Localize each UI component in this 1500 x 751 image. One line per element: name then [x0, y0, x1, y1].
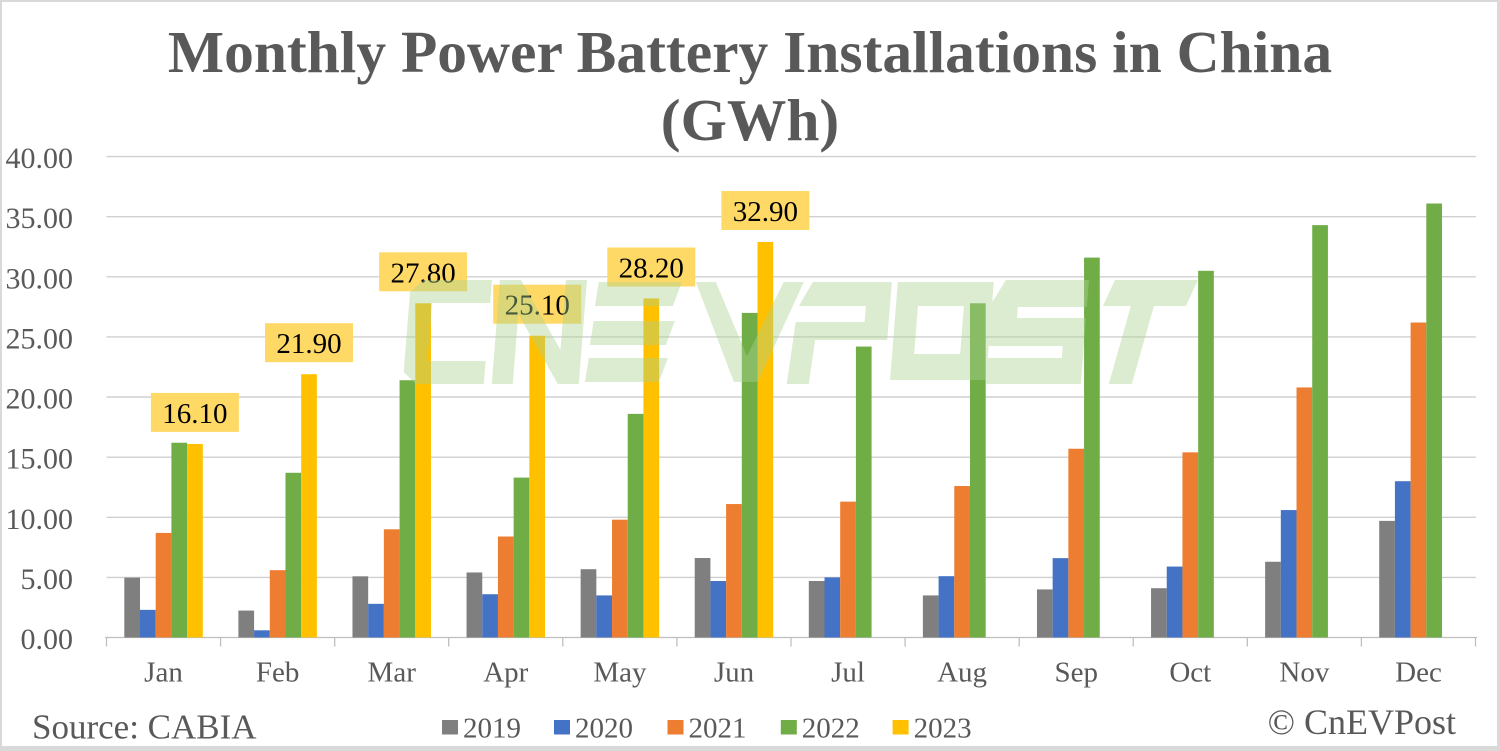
svg-text:2022: 2022	[802, 713, 860, 745]
svg-text:May: May	[593, 657, 647, 689]
svg-text:Dec: Dec	[1395, 657, 1442, 689]
svg-text:27.80: 27.80	[390, 257, 455, 289]
svg-text:Nov: Nov	[1279, 657, 1329, 689]
svg-text:Jun: Jun	[714, 657, 755, 689]
svg-text:32.90: 32.90	[733, 196, 798, 228]
svg-text:Sep: Sep	[1054, 657, 1098, 689]
svg-text:0.00: 0.00	[21, 623, 74, 656]
svg-text:40.00: 40.00	[6, 142, 74, 175]
svg-text:2021: 2021	[689, 713, 747, 745]
svg-text:5.00: 5.00	[21, 563, 74, 596]
svg-text:2020: 2020	[575, 713, 633, 745]
svg-text:20.00: 20.00	[6, 383, 74, 416]
svg-text:© CnEVPost: © CnEVPost	[1268, 702, 1456, 742]
svg-text:Source: CABIA: Source: CABIA	[32, 708, 257, 747]
svg-text:2019: 2019	[463, 713, 521, 745]
svg-text:35.00: 35.00	[6, 202, 74, 235]
svg-text:10.00: 10.00	[6, 503, 74, 536]
svg-text:21.90: 21.90	[276, 328, 341, 360]
svg-text:Mar: Mar	[368, 657, 417, 689]
svg-text:28.20: 28.20	[619, 253, 684, 285]
svg-text:Apr: Apr	[483, 657, 528, 689]
svg-text:Aug: Aug	[937, 657, 987, 689]
svg-text:25.00: 25.00	[6, 322, 74, 355]
svg-text:Oct: Oct	[1169, 657, 1211, 689]
svg-text:16.10: 16.10	[162, 398, 227, 430]
svg-text:Jan: Jan	[144, 657, 183, 689]
svg-text:Feb: Feb	[256, 657, 300, 689]
svg-text:25.10: 25.10	[505, 290, 570, 322]
svg-text:2023: 2023	[914, 713, 972, 745]
svg-text:Jul: Jul	[831, 657, 865, 689]
svg-text:30.00: 30.00	[6, 262, 74, 295]
svg-text:15.00: 15.00	[6, 443, 74, 476]
